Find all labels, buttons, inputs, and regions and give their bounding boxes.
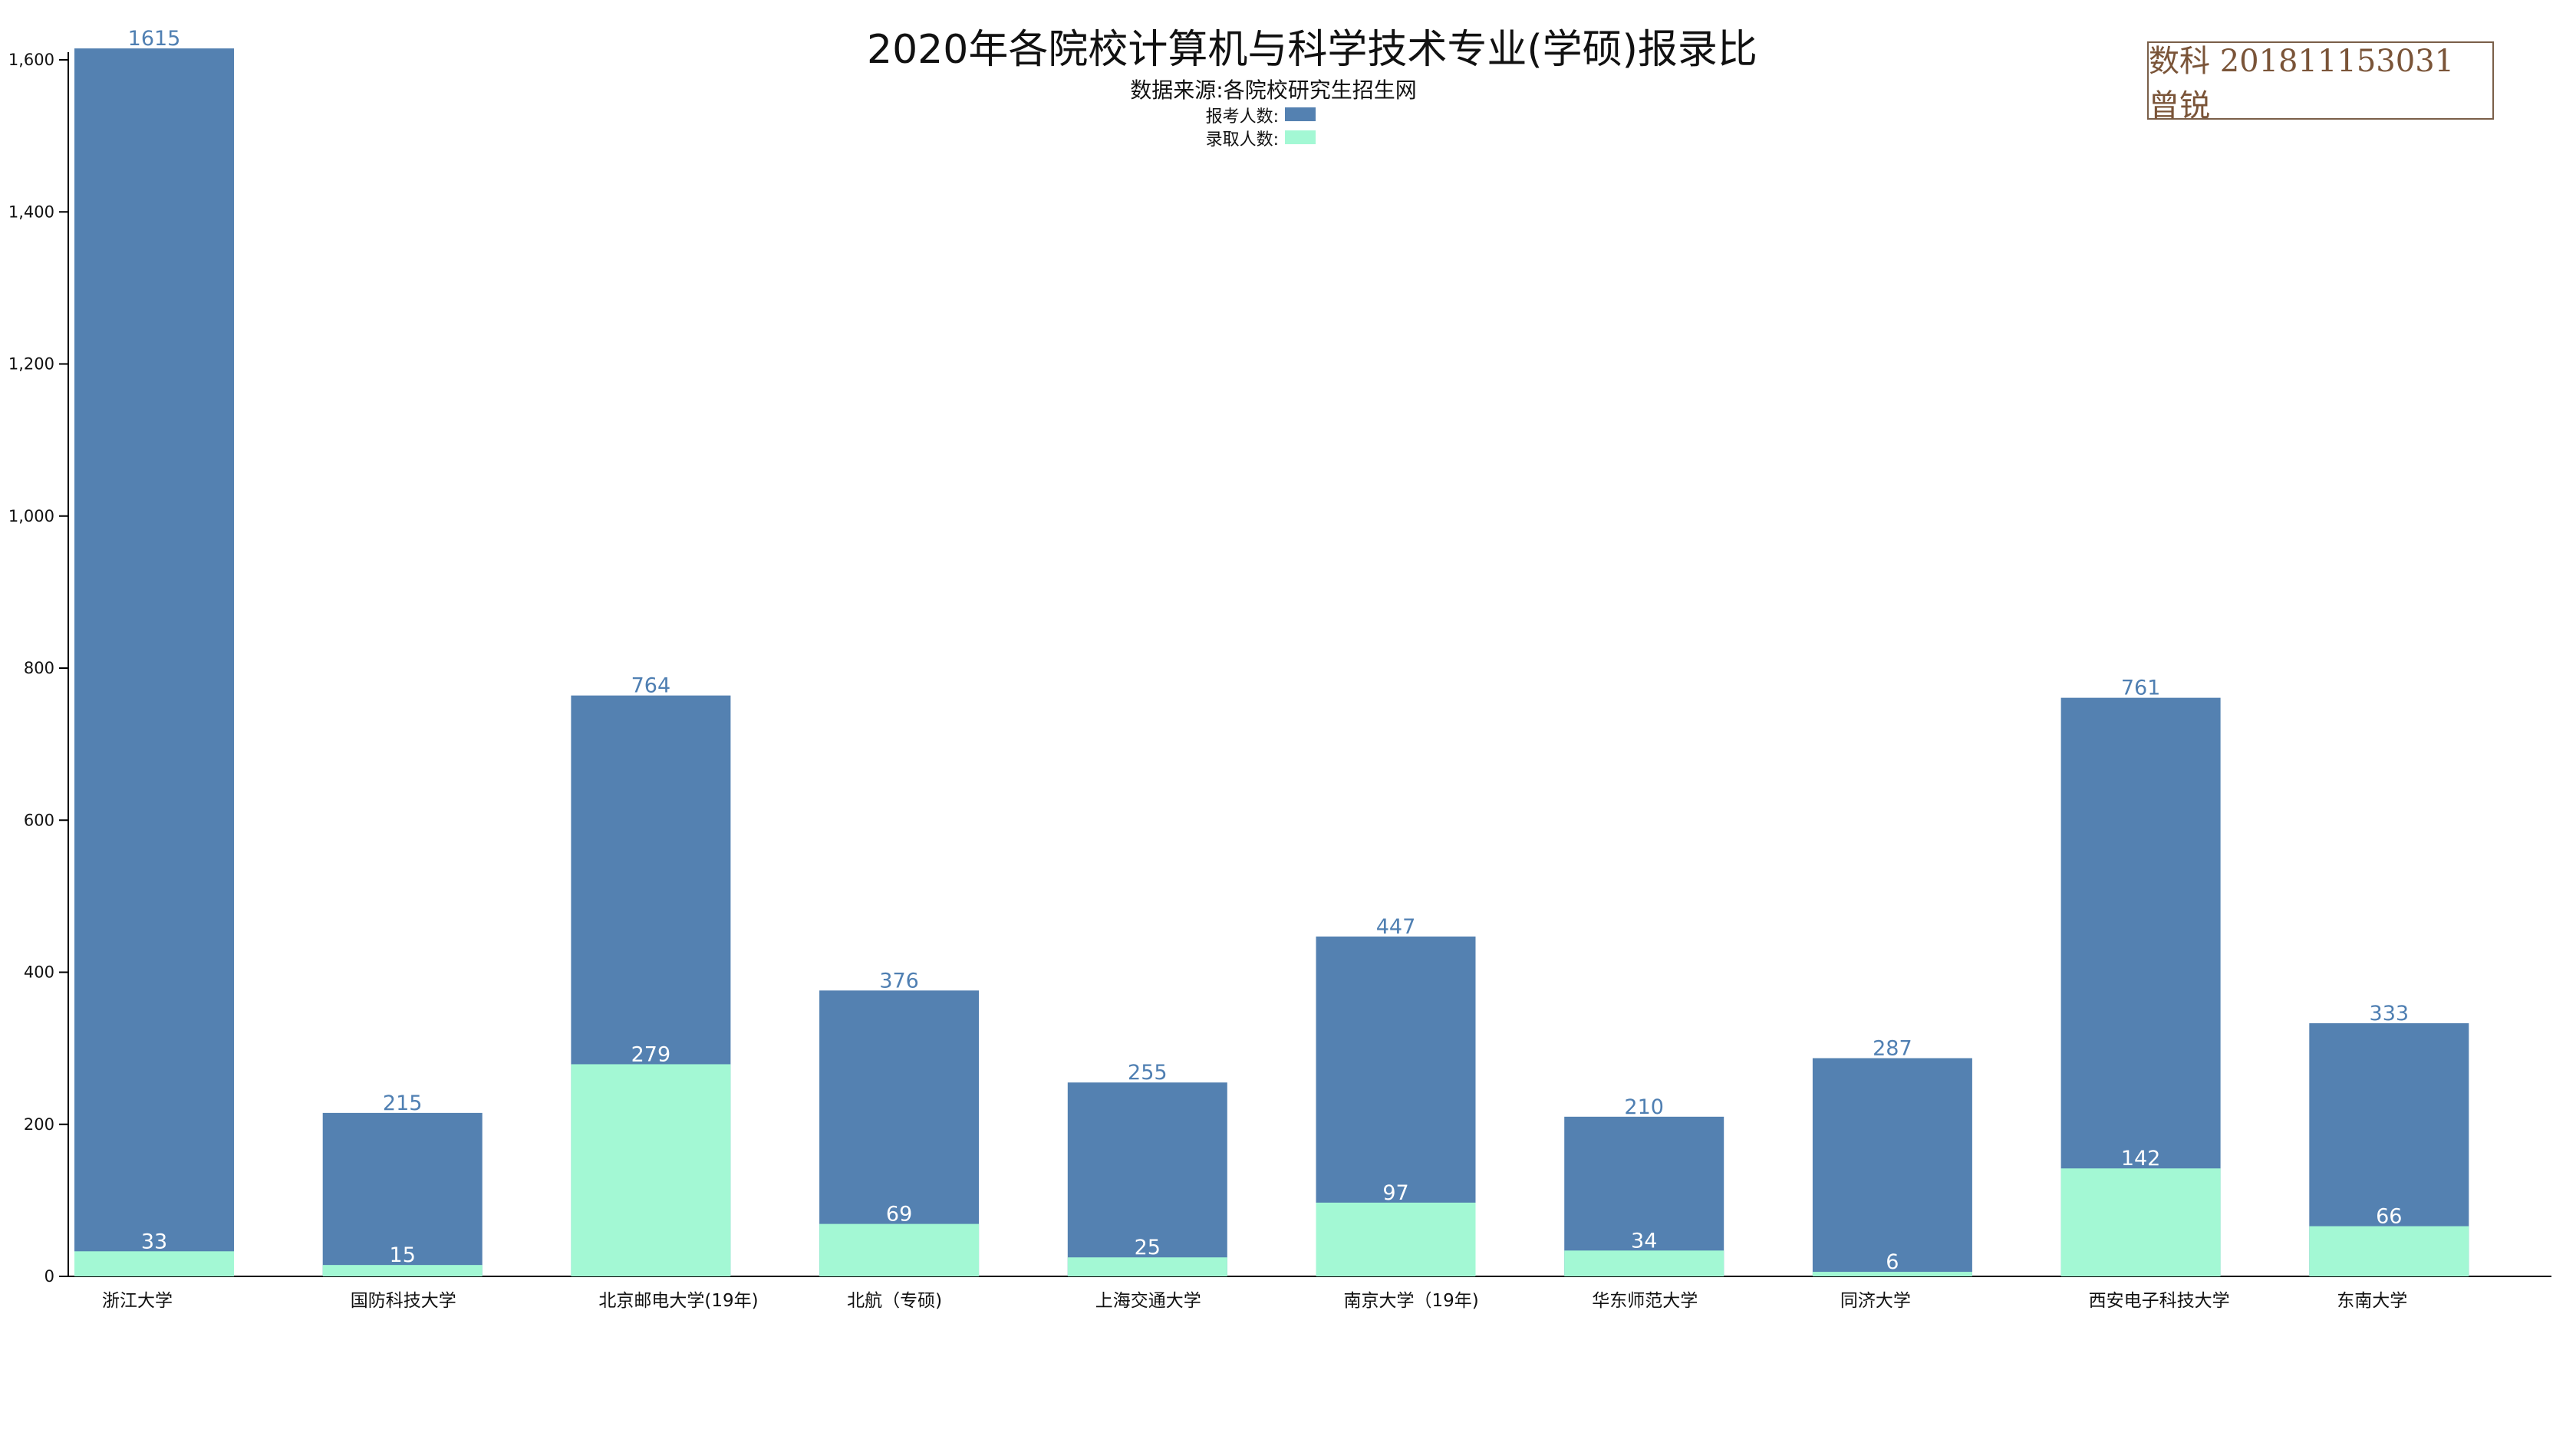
bars: 1615 33 215 15 764 279 376 69 255 25 447 97 210 34 287…	[74, 27, 2469, 1277]
y-tick-label: 1,000	[8, 507, 54, 525]
category-label: 国防科技大学	[351, 1291, 456, 1311]
legend-item-applicants: 报考人数:	[1151, 103, 1316, 127]
y-tick-label: 200	[24, 1115, 54, 1134]
y-tick-label: 1,200	[8, 355, 54, 374]
category-label: 北京邮电大学(19年)	[598, 1291, 758, 1311]
data-label-applicants: 376	[879, 969, 919, 993]
data-label-applicants: 210	[1624, 1095, 1664, 1119]
data-label-admitted: 66	[2376, 1205, 2402, 1229]
data-label-applicants: 447	[1376, 915, 1416, 939]
data-label-applicants: 764	[631, 674, 671, 698]
y-tick-label: 1,600	[8, 51, 54, 69]
category-label: 北航（专硕)	[847, 1291, 942, 1311]
category-label: 南京大学（19年)	[1344, 1291, 1479, 1311]
category-label: 浙江大学	[102, 1291, 173, 1311]
bar-admitted	[1316, 1202, 1476, 1276]
y-tick-label: 0	[44, 1267, 54, 1286]
legend-label-applicants: 报考人数:	[1205, 107, 1279, 127]
x-axis: 浙江大学 国防科技大学 北京邮电大学(19年) 北航（专硕) 上海交通大学 南京大学（19…	[68, 1276, 2551, 1311]
legend-swatch-applicants	[1285, 107, 1316, 121]
data-label-applicants: 761	[2121, 677, 2161, 700]
legend-label-admitted: 录取人数:	[1205, 130, 1279, 150]
data-label-admitted: 33	[141, 1230, 167, 1253]
data-label-applicants: 1615	[128, 27, 181, 51]
y-tick-label: 600	[24, 811, 54, 829]
bar-admitted	[322, 1265, 483, 1276]
bar-applicants	[1812, 1058, 1972, 1276]
y-tick-label: 800	[24, 659, 54, 677]
category-label: 东南大学	[2337, 1291, 2407, 1311]
data-label-applicants: 333	[2370, 1002, 2410, 1026]
y-tick-label: 1,400	[8, 203, 54, 221]
bar-admitted	[571, 1064, 731, 1276]
bar-admitted	[2060, 1168, 2221, 1276]
data-label-admitted: 6	[1886, 1250, 1899, 1274]
y-tick-label: 400	[24, 963, 54, 982]
bar-admitted	[74, 1251, 234, 1276]
category-label: 西安电子科技大学	[2089, 1291, 2230, 1311]
data-label-admitted: 15	[390, 1243, 416, 1267]
bar-applicants	[322, 1112, 483, 1276]
data-label-admitted: 25	[1135, 1236, 1161, 1260]
y-axis: 0 200 400 600 800 1,000 1,200 1,400 1,600	[8, 51, 69, 1286]
author-tag: 数科 201811153031 曾锐	[2147, 41, 2494, 123]
bar-admitted	[1812, 1272, 1972, 1276]
bar-applicants	[74, 48, 234, 1277]
category-label: 同济大学	[1840, 1291, 1911, 1311]
data-label-applicants: 287	[1873, 1037, 1912, 1061]
legend-swatch-admitted	[1285, 130, 1316, 144]
bar-admitted	[1564, 1250, 1724, 1276]
data-label-admitted: 142	[2121, 1147, 2161, 1171]
bar-applicants	[1564, 1116, 1724, 1276]
chart-title: 2020年各院校计算机与科学技术专业(学硕)报录比	[867, 27, 1757, 73]
category-label: 上海交通大学	[1095, 1291, 1201, 1311]
data-label-admitted: 69	[886, 1203, 912, 1227]
bar-admitted	[819, 1223, 980, 1276]
bar-admitted	[1067, 1257, 1227, 1276]
data-label-admitted: 279	[631, 1042, 671, 1066]
data-label-admitted: 97	[1382, 1181, 1408, 1205]
legend-item-admitted: 录取人数:	[1151, 126, 1316, 150]
data-label-applicants: 215	[383, 1092, 423, 1115]
bar-applicants	[1067, 1082, 1227, 1276]
data-label-applicants: 255	[1128, 1061, 1168, 1085]
category-label: 华东师范大学	[1592, 1291, 1698, 1311]
data-label-admitted: 34	[1631, 1229, 1657, 1253]
bar-admitted	[2309, 1226, 2469, 1276]
chart-subtitle: 数据来源:各院校研究生招生网	[1130, 77, 1417, 103]
